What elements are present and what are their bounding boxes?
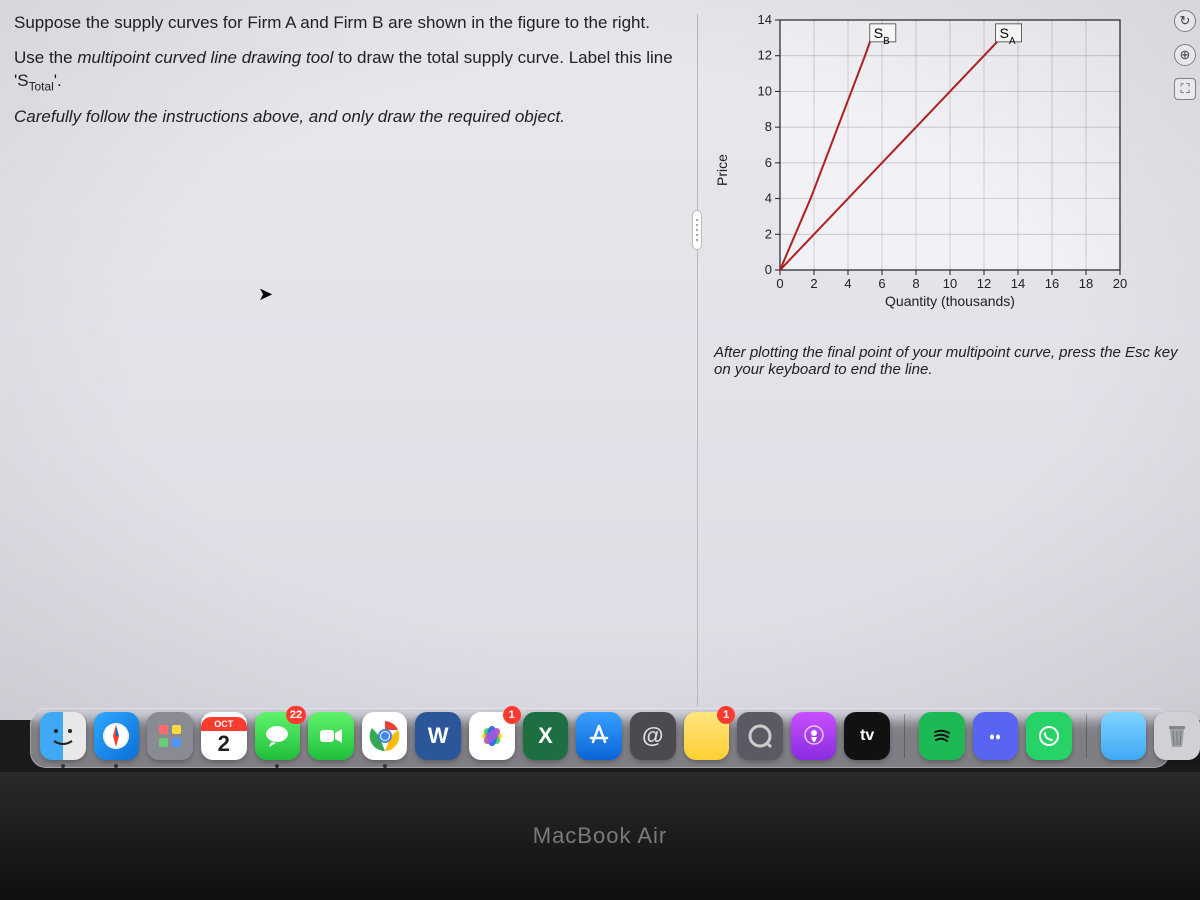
running-dot <box>114 764 118 768</box>
messages-badge: 22 <box>286 706 306 724</box>
svg-text:10: 10 <box>943 276 957 291</box>
svg-text:6: 6 <box>765 155 772 170</box>
question-p2-sub: Total <box>29 79 54 93</box>
pane-divider[interactable] <box>690 0 704 720</box>
question-p2: Use the multipoint curved line drawing t… <box>14 47 684 94</box>
laptop-bezel: MacBook Air <box>0 772 1200 900</box>
svg-text:10: 10 <box>758 83 772 98</box>
running-dot <box>275 764 279 768</box>
svg-text:4: 4 <box>844 276 851 291</box>
photos-icon[interactable]: 1 <box>469 712 515 760</box>
svg-text:0: 0 <box>776 276 783 291</box>
appstore-icon[interactable] <box>576 712 622 760</box>
drag-handle-icon[interactable] <box>692 210 702 250</box>
question-p3-em: Carefully follow the instructions above,… <box>14 107 565 126</box>
svg-text:14: 14 <box>1011 276 1025 291</box>
question-p2-c: '. <box>54 71 62 90</box>
svg-text:6: 6 <box>878 276 885 291</box>
svg-text:8: 8 <box>765 119 772 134</box>
svg-text:Quantity (thousands): Quantity (thousands) <box>885 293 1015 309</box>
svg-text:18: 18 <box>1079 276 1093 291</box>
chart-svg[interactable]: 0 2 4 6 8 10 12 14 16 18 20 0 2 4 6 8 10 12 14 Quantity (th… <box>744 10 1144 320</box>
svg-text:12: 12 <box>977 276 991 291</box>
plot-hint: After plotting the final point of your m… <box>714 344 1200 378</box>
messages-icon[interactable]: 22 <box>255 712 301 760</box>
laptop-label: MacBook Air <box>533 823 668 849</box>
launchpad-icon[interactable] <box>147 712 193 760</box>
svg-text:2: 2 <box>765 226 772 241</box>
question-p2-em: multipoint curved line drawing tool <box>77 48 333 67</box>
spotify-icon[interactable] <box>919 712 965 760</box>
svg-text:2: 2 <box>810 276 817 291</box>
running-dot <box>61 764 65 768</box>
screen-content: Suppose the supply curves for Firm A and… <box>0 0 1200 720</box>
calendar-day: 2 <box>218 731 230 755</box>
supply-chart[interactable]: Price 0 2 4 6 8 10 12 14 16 18 20 0 2 4 6 8 10 12 14 Quanti… <box>714 10 1144 330</box>
at-icon[interactable]: @ <box>630 712 676 760</box>
question-p1: Suppose the supply curves for Firm A and… <box>14 12 684 35</box>
svg-text:8: 8 <box>912 276 919 291</box>
discord-icon[interactable] <box>973 712 1019 760</box>
dock-separator <box>1086 714 1087 758</box>
fullscreen-button[interactable]: ⛶ <box>1174 78 1196 100</box>
content-row: Suppose the supply curves for Firm A and… <box>0 0 1200 720</box>
facetime-icon[interactable] <box>308 712 354 760</box>
downloads-folder-icon[interactable] <box>1101 712 1147 760</box>
svg-text:16: 16 <box>1045 276 1059 291</box>
finder-icon[interactable] <box>40 712 86 760</box>
svg-text:12: 12 <box>758 48 772 63</box>
safari-icon[interactable] <box>94 712 140 760</box>
chrome-icon[interactable] <box>362 712 408 760</box>
question-panel: Suppose the supply curves for Firm A and… <box>0 0 690 720</box>
cursor-icon: ➤ <box>258 282 273 306</box>
excel-icon[interactable]: X <box>523 712 569 760</box>
zoom-button[interactable]: ⊕ <box>1174 44 1196 66</box>
notes-folder-icon[interactable]: 1 <box>684 712 730 760</box>
calendar-month: OCT <box>201 717 247 731</box>
y-axis-title: Price <box>714 154 730 186</box>
reset-button[interactable]: ↻ <box>1174 10 1196 32</box>
tv-icon[interactable]: tv <box>844 712 890 760</box>
quicktime-icon[interactable] <box>737 712 783 760</box>
plot-hint-text: After plotting the final point of your m… <box>714 344 1178 378</box>
word-icon[interactable]: W <box>415 712 461 760</box>
trash-icon[interactable] <box>1154 712 1200 760</box>
svg-text:4: 4 <box>765 191 772 206</box>
svg-text:14: 14 <box>758 12 772 27</box>
prefs-badge: 1 <box>717 706 735 724</box>
calendar-icon[interactable]: OCT 2 <box>201 712 247 760</box>
graph-toolbar: ↻ ⊕ ⛶ <box>1174 10 1196 100</box>
svg-text:20: 20 <box>1113 276 1127 291</box>
podcasts-icon[interactable] <box>791 712 837 760</box>
divider-line <box>697 14 698 705</box>
question-p3: Carefully follow the instructions above,… <box>14 106 684 129</box>
svg-text:0: 0 <box>765 262 772 277</box>
photos-badge: 1 <box>503 706 521 724</box>
tv-label: tv <box>860 727 874 745</box>
running-dot <box>383 764 387 768</box>
whatsapp-icon[interactable] <box>1026 712 1072 760</box>
graph-panel: ↻ ⊕ ⛶ Price 0 2 4 6 8 10 12 14 16 18 20 0 2 4 6 8 10 12 14… <box>704 0 1200 720</box>
dock-separator <box>904 714 905 758</box>
question-p2-a: Use the <box>14 48 77 67</box>
dock: OCT 2 22 W 1 X @ 1 <box>0 700 1200 772</box>
